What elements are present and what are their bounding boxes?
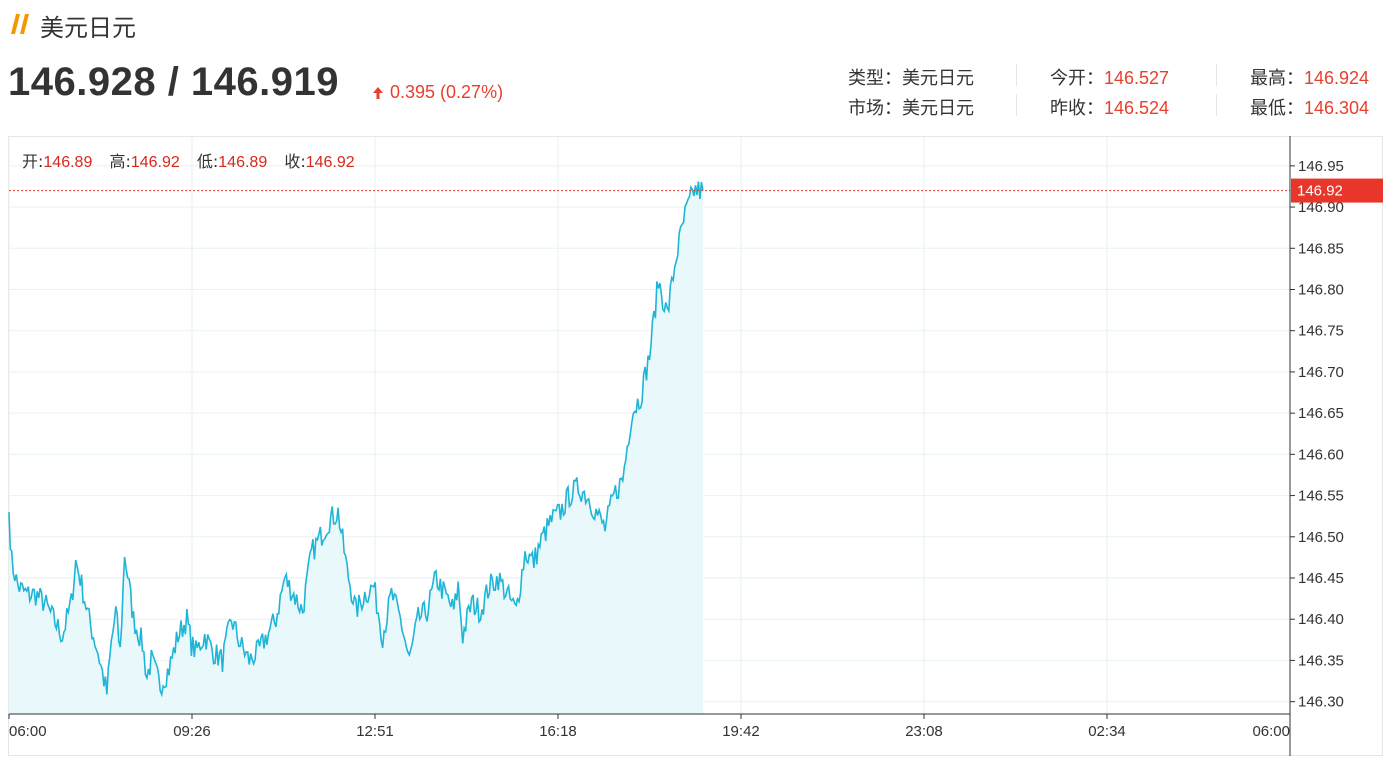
ohlc-close-label: 收: [284, 152, 306, 171]
y-tick-label: 146.30 [1298, 694, 1344, 711]
ohlc-high-value: 146.92 [130, 154, 180, 171]
y-tick-label: 146.90 [1298, 199, 1344, 216]
bid-ask-price: 146.928 / 146.919 [8, 60, 340, 104]
info-open: 今开：146.527 [1050, 68, 1170, 89]
ohlc-close-value: 146.92 [305, 154, 355, 171]
x-tick-label: 23:08 [905, 723, 943, 740]
price-change: 0.395 (0.27%) [372, 82, 503, 103]
ohlc-low-value: 146.89 [218, 154, 268, 171]
arrow-up-icon [373, 86, 383, 99]
ohlc-open-label: 开: [22, 152, 44, 171]
brand-logo-icon [11, 14, 29, 34]
x-tick-label: 16:18 [539, 723, 577, 740]
x-tick-label: 02:34 [1088, 723, 1126, 740]
x-tick-label: 06:00 [9, 723, 47, 740]
ohlc-open-value: 146.89 [43, 154, 93, 171]
current-price-tag: 146.92 [1291, 178, 1383, 203]
x-axis-ticks: 06:00 09:26 12:51 16:18 19:42 23:08 02:34 06:00 [8, 714, 1291, 740]
ohlc-high-label: 高: [109, 152, 131, 171]
y-tick-label: 146.95 [1298, 158, 1344, 175]
price-change-value: 0.395 (0.27%) [390, 82, 504, 102]
info-market: 市场：美元日元 [848, 98, 974, 119]
price-chart[interactable]: 146.95 146.90 146.85 146.80 146.75 146.70 146.… [8, 136, 1383, 756]
page-title: 美元日元 [40, 14, 136, 42]
y-tick-label: 146.45 [1298, 570, 1344, 587]
price-series-line [8, 181, 704, 698]
y-tick-label: 146.75 [1298, 323, 1344, 340]
x-tick-label: 19:42 [722, 723, 760, 740]
current-price-tag-label: 146.92 [1297, 183, 1343, 200]
y-tick-label: 146.70 [1298, 364, 1344, 381]
info-prev-close: 昨收：146.524 [1050, 98, 1170, 119]
ohlc-low-label: 低: [196, 152, 219, 171]
y-tick-label: 146.85 [1298, 240, 1344, 257]
info-divider [1216, 94, 1217, 116]
y-tick-label: 146.80 [1298, 281, 1344, 298]
y-tick-label: 146.35 [1298, 652, 1344, 669]
info-divider [1016, 94, 1017, 116]
y-tick-label: 146.65 [1298, 405, 1344, 422]
x-tick-label: 06:00 [1252, 723, 1290, 740]
y-tick-label: 146.40 [1298, 611, 1344, 628]
y-tick-label: 146.55 [1298, 488, 1344, 505]
y-tick-label: 146.60 [1298, 446, 1344, 463]
info-low: 最低：146.304 [1250, 98, 1370, 119]
current-price-tag-bg [1291, 178, 1383, 203]
y-axis-ticks: 146.95 146.90 146.85 146.80 146.75 146.70 146.… [1290, 158, 1344, 711]
x-tick-label: 09:26 [173, 723, 211, 740]
info-divider [1216, 64, 1217, 86]
info-type: 类型：美元日元 [848, 68, 974, 89]
info-high: 最高：146.924 [1250, 68, 1370, 89]
x-tick-label: 12:51 [356, 723, 394, 740]
y-tick-label: 146.50 [1298, 529, 1344, 546]
price-area-fill [9, 181, 703, 715]
ohlc-readout: 开:146.89 高:146.92 低:146.89 收:146.92 [22, 148, 367, 172]
info-divider [1016, 64, 1017, 86]
